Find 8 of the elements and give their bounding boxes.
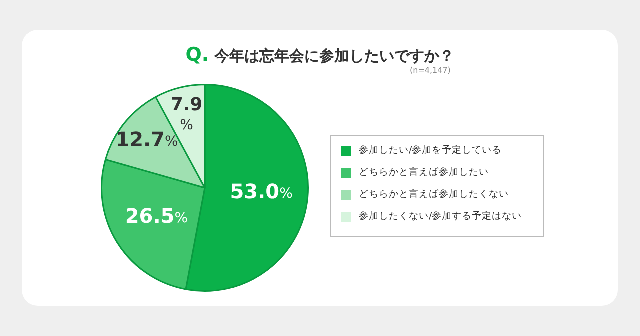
legend-label: 参加したい/参加を予定している — [359, 144, 502, 157]
data-label: 26.5% — [125, 204, 188, 228]
data-label: 53.0% — [230, 179, 293, 204]
legend-label: どちらかと言えば参加したくない — [359, 188, 509, 201]
chart-title: Q. 今年は忘年会に参加したいですか？ — [184, 44, 456, 66]
chart-subtitle: (n=4,147) — [410, 66, 451, 75]
legend-label: 参加したくない/参加する予定はない — [359, 210, 522, 223]
legend-label: どちらかと言えば参加したい — [359, 166, 489, 179]
